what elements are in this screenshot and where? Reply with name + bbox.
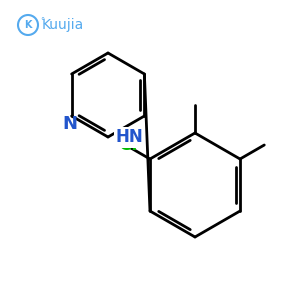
- Text: Cl: Cl: [118, 136, 138, 154]
- Text: HN: HN: [115, 128, 143, 146]
- Text: °: °: [40, 17, 44, 26]
- Text: K: K: [24, 20, 32, 30]
- Text: Kuujia: Kuujia: [42, 18, 84, 32]
- Text: N: N: [62, 115, 77, 133]
